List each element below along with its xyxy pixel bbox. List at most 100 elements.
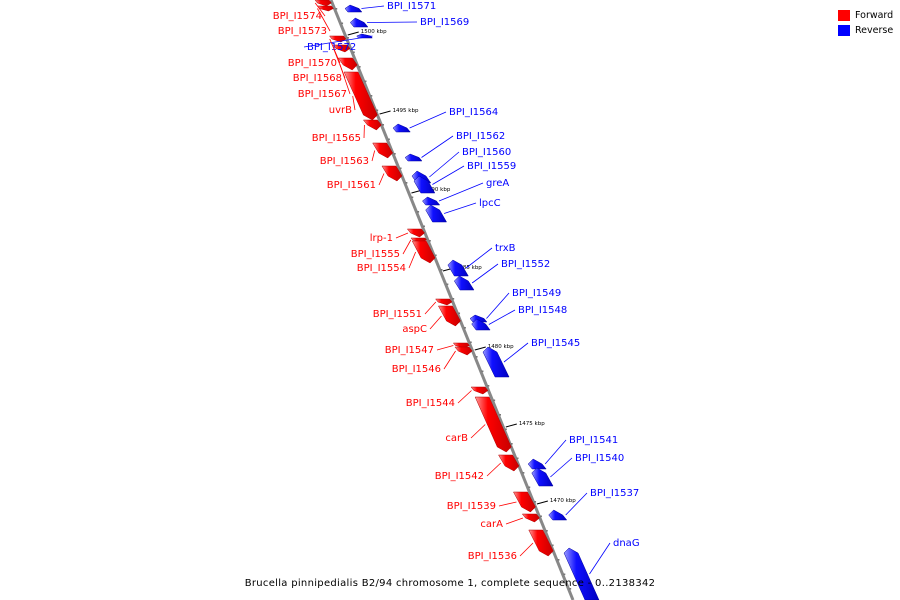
gene-label: BPI_I1569 [420,17,469,28]
tick-mark [370,95,373,97]
scale-label: 1490 kbp [424,187,450,193]
leader-line [429,315,442,330]
tick-mark [376,109,379,112]
gene-label: BPI_I1537 [590,488,639,499]
tick-mark [434,254,437,257]
gene-arrow [344,4,363,13]
tick-mark [469,341,472,344]
gene-arrow [372,142,394,159]
legend-item-forward: Forward [838,8,893,23]
gene-arrow [498,454,520,472]
scale-label: 1485 kbp [456,265,482,271]
leader-line [303,35,373,48]
leader-line [438,182,484,202]
gene-label: BPI_I1564 [449,107,498,118]
leader-line [429,151,460,178]
tick-marks [335,8,572,590]
tick-mark [422,225,425,228]
scale-label: 1470 kbp [550,498,576,504]
leader-line [424,301,437,315]
legend-item-reverse: Reverse [838,23,893,38]
gene-arrow [474,396,512,453]
tick-mark [498,414,501,416]
scale-label: 1500 kbp [361,29,387,35]
gene-label: BPI_I1539 [447,501,496,512]
gene-arrow [548,509,568,521]
gene-arrow [406,228,425,238]
tick-mark [522,472,525,474]
leader-line [371,150,376,162]
tick-mark [481,370,484,373]
gene-arrow [521,513,540,523]
leader-line [367,21,418,23]
gene-label: BPI_I1567 [298,89,347,100]
tick-mark [545,530,548,532]
gene-arrow [392,123,411,133]
gene-label: BPI_I1571 [387,1,436,12]
gene-label: BPI_I1572 [307,42,356,53]
reverse-swatch [838,25,850,36]
gene-arrow [337,57,358,71]
gene-arrow [413,175,436,194]
tick-mark [539,515,542,518]
tick-mark [352,51,355,54]
tick-mark [493,399,496,402]
scale-tick [505,423,517,428]
gene-arrow [404,153,423,162]
gene-label: BPI_I1542 [435,471,484,482]
scale-tick [474,346,486,351]
tick-mark [387,138,390,141]
tick-mark [475,356,478,358]
gene-label: aspC [402,324,427,335]
leader-line [361,5,385,9]
gene-features [314,0,600,600]
gene-arrow [422,196,441,206]
leader-line [488,309,516,325]
tick-mark [358,66,361,68]
gene-label: BPI_I1560 [462,147,511,158]
tick-mark [346,37,349,39]
leader-line [503,342,529,363]
gene-arrow [349,17,369,28]
leader-line [486,462,502,477]
leader-line [436,345,454,351]
gene-arrow [425,204,447,223]
tick-mark [428,240,431,242]
tick-mark [341,22,344,25]
tick-mark [452,298,455,300]
legend-label-forward: Forward [855,10,894,21]
gene-label: BPI_I1547 [385,345,434,356]
gene-arrow [531,467,554,487]
gene-arrow [513,491,536,513]
leader-line [409,111,447,129]
scale-tick [347,31,359,36]
tick-mark [504,428,507,431]
leader-line [378,173,385,186]
tick-mark [399,167,402,170]
tick-mark [405,182,408,184]
tick-mark [534,501,537,503]
leader-line [565,492,588,516]
tick-mark [417,211,420,213]
tick-mark [487,385,490,387]
gene-arrow [470,386,489,395]
tick-mark [528,486,531,489]
gene-arrow [314,0,332,7]
forward-swatch [838,10,850,21]
diagram-caption: Brucella pinnipedialis B2/94 chromosome … [244,578,656,589]
leader-line [402,239,412,255]
gene-label: BPI_I1555 [351,249,400,260]
gene-label: BPI_I1548 [518,305,567,316]
gene-label: BPI_I1570 [288,58,337,69]
gene-arrow [447,259,469,277]
gene-arrow [528,529,554,557]
tick-mark [411,196,414,199]
gene-label: BPI_I1573 [278,26,327,37]
scale-label: 1495 kbp [393,108,419,114]
leader-line [317,8,331,32]
tick-mark [458,312,461,315]
gene-label: uvrB [329,105,352,116]
tick-mark [551,544,554,547]
gene-label: BPI_I1549 [512,288,561,299]
